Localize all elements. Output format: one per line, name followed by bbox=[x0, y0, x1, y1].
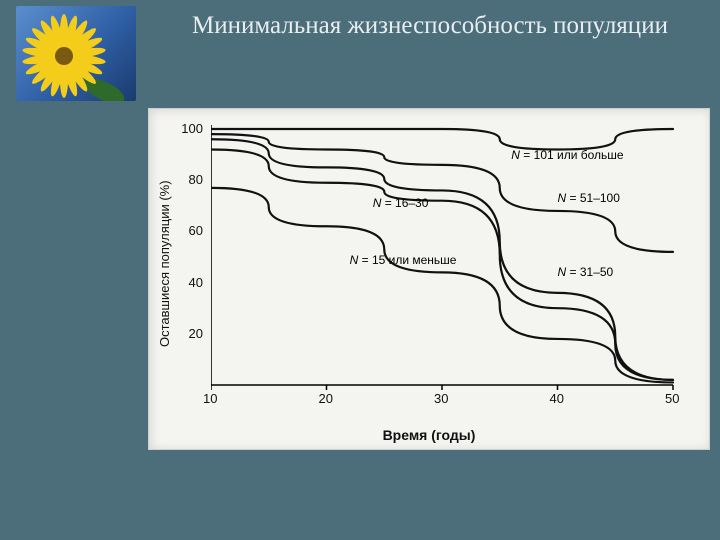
x-axis-label: Время (годы) bbox=[149, 427, 709, 443]
series-label: N = 51–100 bbox=[558, 191, 620, 205]
y-tick: 20 bbox=[189, 326, 203, 341]
x-tick: 50 bbox=[665, 391, 679, 406]
x-tick: 10 bbox=[203, 391, 217, 406]
slide-title: Минимальная жизнеспособность популяции bbox=[170, 10, 690, 41]
x-tick: 20 bbox=[319, 391, 333, 406]
x-tick: 40 bbox=[550, 391, 564, 406]
series-label: N = 101 или больше bbox=[511, 148, 623, 162]
series-label: N = 16–30 bbox=[373, 196, 429, 210]
series-label: N = 31–50 bbox=[558, 265, 614, 279]
y-tick: 40 bbox=[189, 275, 203, 290]
x-tick: 30 bbox=[434, 391, 448, 406]
y-tick: 100 bbox=[181, 121, 203, 136]
y-tick: 80 bbox=[189, 172, 203, 187]
y-axis-label: Оставшиеся популяции (%) bbox=[157, 109, 177, 419]
chart-panel: Оставшиеся популяции (%) Время (годы) 10… bbox=[148, 108, 710, 450]
flower-icon bbox=[16, 6, 136, 101]
series-label: N = 15 или меньше bbox=[350, 253, 457, 267]
y-tick: 60 bbox=[189, 223, 203, 238]
flower-thumbnail bbox=[16, 6, 136, 101]
